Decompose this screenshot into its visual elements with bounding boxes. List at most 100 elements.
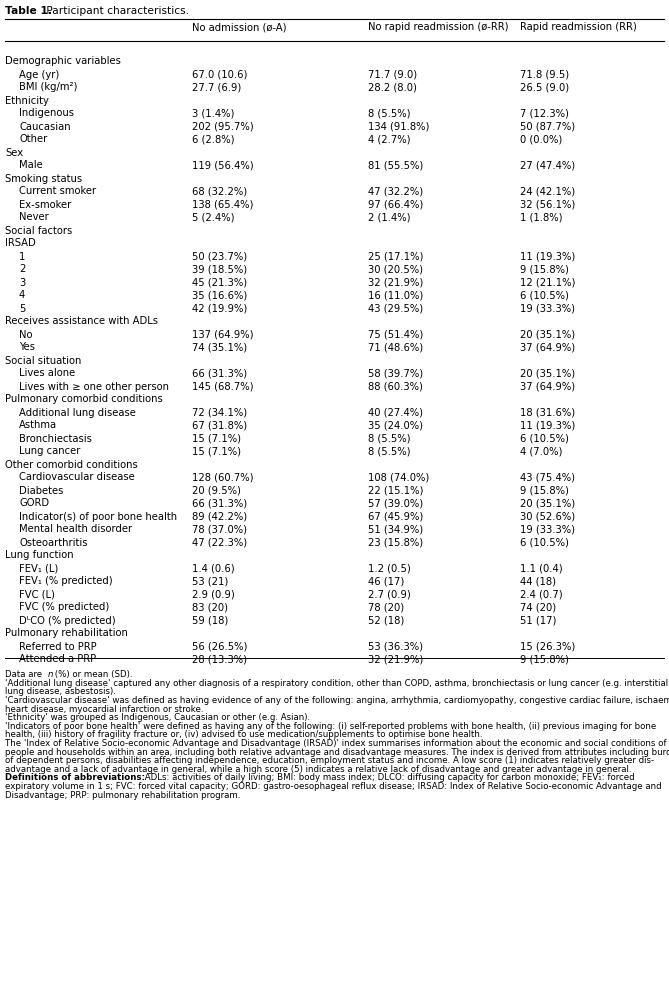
Text: BMI (kg/m²): BMI (kg/m²)	[19, 82, 78, 92]
Text: Table 1.: Table 1.	[5, 6, 52, 16]
Text: 128 (60.7%): 128 (60.7%)	[192, 472, 254, 482]
Text: 67 (45.9%): 67 (45.9%)	[368, 511, 423, 521]
Text: expiratory volume in 1 s; FVC: forced vital capacity; GORD: gastro-oesophageal r: expiratory volume in 1 s; FVC: forced vi…	[5, 781, 662, 790]
Text: 50 (23.7%): 50 (23.7%)	[192, 251, 247, 261]
Text: FEV₁ (L): FEV₁ (L)	[19, 563, 58, 573]
Text: 57 (39.0%): 57 (39.0%)	[368, 498, 423, 508]
Text: 145 (68.7%): 145 (68.7%)	[192, 381, 254, 391]
Text: 68 (32.2%): 68 (32.2%)	[192, 187, 247, 197]
Text: Participant characteristics.: Participant characteristics.	[43, 6, 189, 16]
Text: health, (iii) history of fragility fracture or, (iv) advised to use medication/s: health, (iii) history of fragility fract…	[5, 729, 482, 738]
Text: 'Cardiovascular disease' was defined as having evidence of any of the following:: 'Cardiovascular disease' was defined as …	[5, 695, 669, 704]
Text: lung disease, asbestosis).: lung disease, asbestosis).	[5, 687, 116, 696]
Text: 9 (15.8%): 9 (15.8%)	[520, 654, 569, 664]
Text: n: n	[47, 669, 53, 678]
Text: 9 (15.8%): 9 (15.8%)	[520, 264, 569, 274]
Text: 6 (10.5%): 6 (10.5%)	[520, 433, 569, 443]
Text: Other comorbid conditions: Other comorbid conditions	[5, 459, 138, 469]
Text: Bronchiectasis: Bronchiectasis	[19, 433, 92, 443]
Text: Definitions of abbreviations:: Definitions of abbreviations:	[5, 772, 145, 781]
Text: Pulmonary comorbid conditions: Pulmonary comorbid conditions	[5, 394, 163, 404]
Text: Age (yr): Age (yr)	[19, 69, 60, 79]
Text: Lung function: Lung function	[5, 550, 74, 560]
Text: Current smoker: Current smoker	[19, 187, 96, 197]
Text: 44 (18): 44 (18)	[520, 576, 556, 586]
Text: 2.4 (0.7): 2.4 (0.7)	[520, 589, 563, 599]
Text: 6 (2.8%): 6 (2.8%)	[192, 134, 235, 144]
Text: 16 (11.0%): 16 (11.0%)	[368, 290, 423, 300]
Text: 43 (75.4%): 43 (75.4%)	[520, 472, 575, 482]
Text: 20 (35.1%): 20 (35.1%)	[520, 329, 575, 339]
Text: 32 (56.1%): 32 (56.1%)	[520, 200, 575, 210]
Text: 40 (27.4%): 40 (27.4%)	[368, 407, 423, 417]
Text: 8 (5.5%): 8 (5.5%)	[368, 108, 411, 118]
Text: 39 (18.5%): 39 (18.5%)	[192, 264, 247, 274]
Text: Indigenous: Indigenous	[19, 108, 74, 118]
Text: 28 (13.3%): 28 (13.3%)	[192, 654, 247, 664]
Text: No rapid readmission (ø-RR): No rapid readmission (ø-RR)	[368, 22, 508, 32]
Text: 37 (64.9%): 37 (64.9%)	[520, 381, 575, 391]
Text: 5: 5	[19, 303, 25, 313]
Text: 46 (17): 46 (17)	[368, 576, 404, 586]
Text: Cardiovascular disease: Cardiovascular disease	[19, 472, 134, 482]
Text: 19 (33.3%): 19 (33.3%)	[520, 524, 575, 534]
Text: Mental health disorder: Mental health disorder	[19, 524, 132, 534]
Text: 1.1 (0.4): 1.1 (0.4)	[520, 563, 563, 573]
Text: Never: Never	[19, 213, 49, 223]
Text: FVC (% predicted): FVC (% predicted)	[19, 602, 109, 612]
Text: 22 (15.1%): 22 (15.1%)	[368, 485, 423, 495]
Text: 20 (35.1%): 20 (35.1%)	[520, 368, 575, 378]
Text: 72 (34.1%): 72 (34.1%)	[192, 407, 247, 417]
Text: 137 (64.9%): 137 (64.9%)	[192, 329, 254, 339]
Text: 71.8 (9.5): 71.8 (9.5)	[520, 69, 569, 79]
Text: Sex: Sex	[5, 147, 23, 157]
Text: Social factors: Social factors	[5, 226, 72, 236]
Text: 28.2 (8.0): 28.2 (8.0)	[368, 82, 417, 92]
Text: 74 (35.1%): 74 (35.1%)	[192, 342, 247, 352]
Text: 78 (37.0%): 78 (37.0%)	[192, 524, 247, 534]
Text: 51 (34.9%): 51 (34.9%)	[368, 524, 423, 534]
Text: 53 (36.3%): 53 (36.3%)	[368, 641, 423, 651]
Text: 71.7 (9.0): 71.7 (9.0)	[368, 69, 417, 79]
Text: 12 (21.1%): 12 (21.1%)	[520, 277, 575, 287]
Text: 'Indicators of poor bone health' were defined as having any of the following: (i: 'Indicators of poor bone health' were de…	[5, 721, 656, 730]
Text: 42 (19.9%): 42 (19.9%)	[192, 303, 248, 313]
Text: 1: 1	[19, 251, 25, 261]
Text: 4: 4	[19, 290, 25, 300]
Text: 59 (18): 59 (18)	[192, 615, 228, 625]
Text: Other: Other	[19, 134, 47, 144]
Text: 24 (42.1%): 24 (42.1%)	[520, 187, 575, 197]
Text: 18 (31.6%): 18 (31.6%)	[520, 407, 575, 417]
Text: 2: 2	[19, 264, 25, 274]
Text: 2.7 (0.9): 2.7 (0.9)	[368, 589, 411, 599]
Text: 2 (1.4%): 2 (1.4%)	[368, 213, 411, 223]
Text: 1 (1.8%): 1 (1.8%)	[520, 213, 563, 223]
Text: 30 (52.6%): 30 (52.6%)	[520, 511, 575, 521]
Text: 56 (26.5%): 56 (26.5%)	[192, 641, 248, 651]
Text: 30 (20.5%): 30 (20.5%)	[368, 264, 423, 274]
Text: 25 (17.1%): 25 (17.1%)	[368, 251, 423, 261]
Text: 71 (48.6%): 71 (48.6%)	[368, 342, 423, 352]
Text: advantage and a lack of advantage in general, while a high score (5) indicates a: advantage and a lack of advantage in gen…	[5, 764, 632, 773]
Text: 74 (20): 74 (20)	[520, 602, 556, 612]
Text: 27 (47.4%): 27 (47.4%)	[520, 160, 575, 171]
Text: Attended a PRP: Attended a PRP	[19, 654, 96, 664]
Text: Receives assistance with ADLs: Receives assistance with ADLs	[5, 316, 158, 326]
Text: 53 (21): 53 (21)	[192, 576, 228, 586]
Text: 'Ethnicity' was grouped as Indigenous, Caucasian or other (e.g. Asian).: 'Ethnicity' was grouped as Indigenous, C…	[5, 712, 310, 721]
Text: 2.9 (0.9): 2.9 (0.9)	[192, 589, 235, 599]
Text: Ex-smoker: Ex-smoker	[19, 200, 72, 210]
Text: FVC (L): FVC (L)	[19, 589, 55, 599]
Text: 45 (21.3%): 45 (21.3%)	[192, 277, 247, 287]
Text: 6 (10.5%): 6 (10.5%)	[520, 290, 569, 300]
Text: Male: Male	[19, 160, 43, 171]
Text: 4 (7.0%): 4 (7.0%)	[520, 446, 563, 456]
Text: 88 (60.3%): 88 (60.3%)	[368, 381, 423, 391]
Text: 32 (21.9%): 32 (21.9%)	[368, 654, 423, 664]
Text: 35 (16.6%): 35 (16.6%)	[192, 290, 248, 300]
Text: Diabetes: Diabetes	[19, 485, 64, 495]
Text: 26.5 (9.0): 26.5 (9.0)	[520, 82, 569, 92]
Text: Demographic variables: Demographic variables	[5, 56, 121, 66]
Text: 32 (21.9%): 32 (21.9%)	[368, 277, 423, 287]
Text: 89 (42.2%): 89 (42.2%)	[192, 511, 247, 521]
